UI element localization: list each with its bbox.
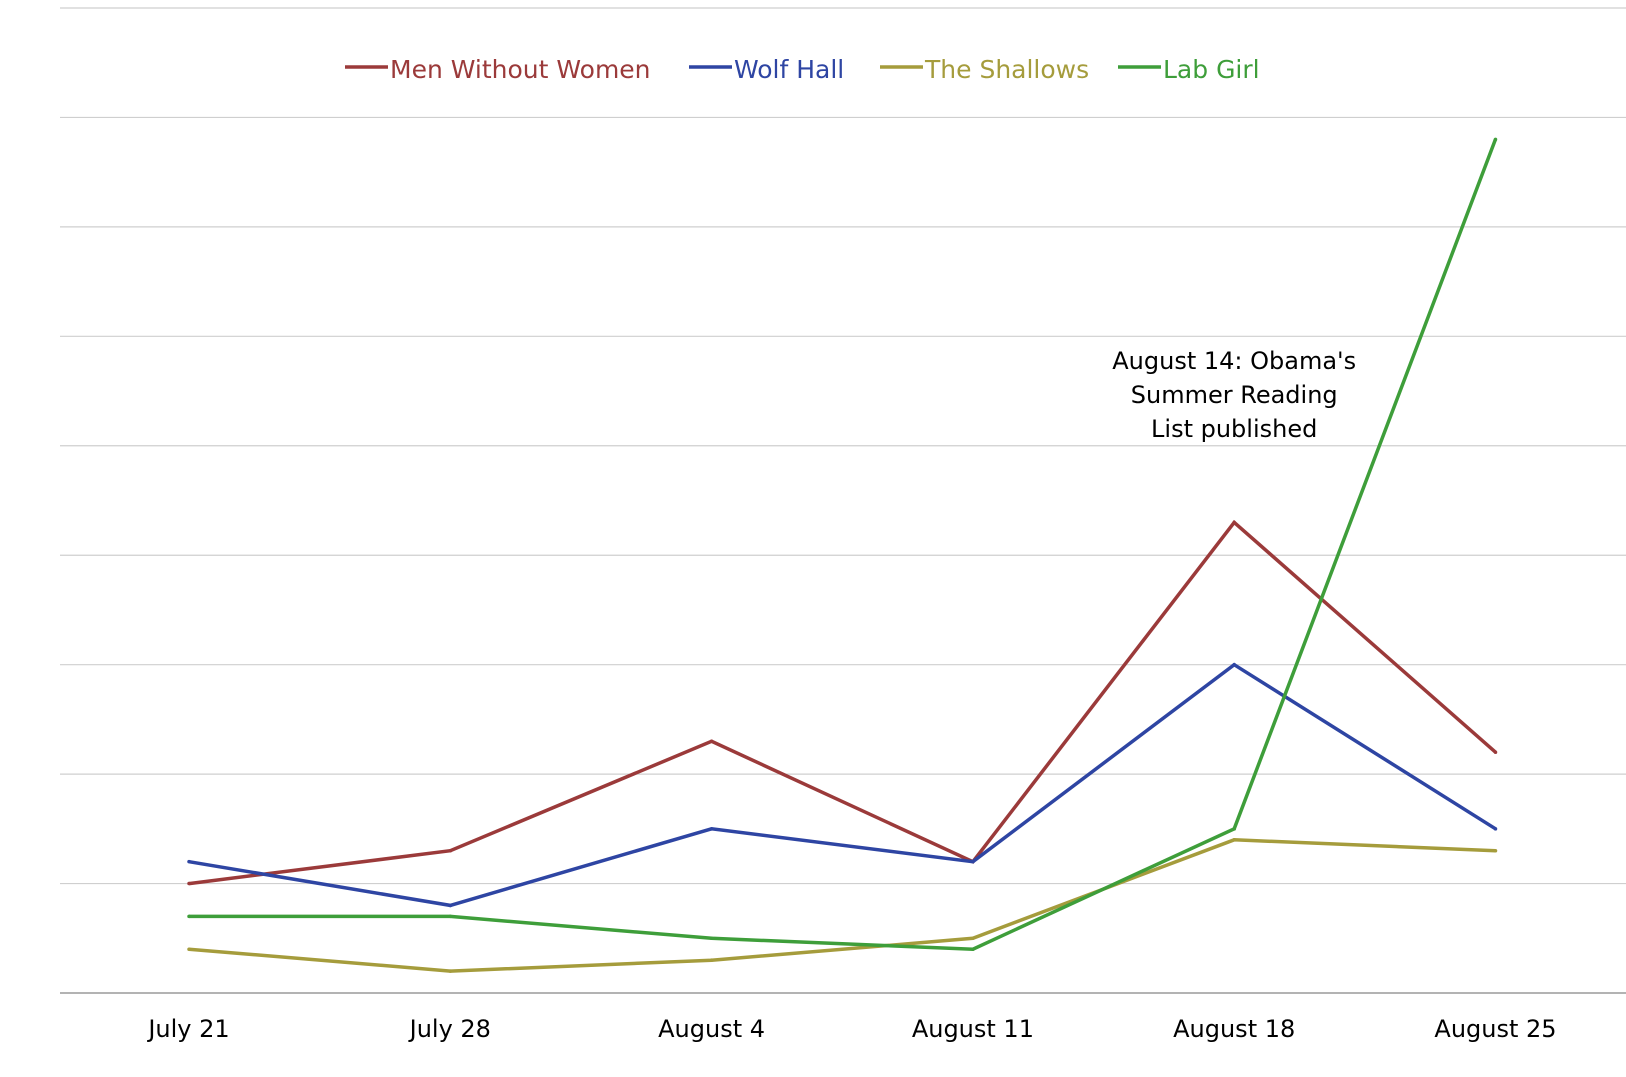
x-tick-label: July 21 — [146, 1015, 229, 1043]
x-tick-label: August 18 — [1173, 1015, 1295, 1043]
data-point — [187, 881, 191, 886]
x-tick-label: July 28 — [408, 1015, 491, 1043]
data-point — [1493, 848, 1498, 853]
data-point — [187, 947, 191, 951]
data-point — [1493, 137, 1498, 142]
legend-label: Men Without Women — [390, 55, 651, 84]
legend-label: The Shallows — [924, 55, 1089, 84]
x-tick-label: August 11 — [912, 1015, 1034, 1043]
data-point — [971, 947, 975, 951]
data-point — [709, 739, 714, 744]
data-point — [448, 969, 453, 973]
legend-label: Lab Girl — [1163, 55, 1260, 84]
x-tick-label: August 25 — [1434, 1015, 1556, 1043]
series-line-the-shallows — [188, 838, 1496, 973]
data-point — [1232, 662, 1236, 667]
data-point — [448, 914, 453, 919]
data-point — [448, 848, 453, 853]
annotation-text: Summer Reading — [1131, 381, 1338, 409]
annotation-text: August 14: Obama's — [1112, 347, 1356, 375]
data-point — [448, 903, 453, 908]
legend: Men Without Women Wolf Hall The Shallows La… — [345, 55, 1260, 84]
data-point — [1493, 827, 1498, 831]
series-lines — [187, 137, 1498, 973]
legend-label: Wolf Hall — [734, 55, 844, 84]
data-point — [1232, 520, 1236, 525]
data-point — [971, 859, 975, 864]
data-point — [709, 958, 714, 962]
annotations: August 14: Obama's Summer Reading List pub… — [1112, 347, 1356, 443]
series-line-men-without-women — [188, 519, 1497, 886]
series-line-wolf-hall — [188, 662, 1497, 908]
data-point — [187, 859, 191, 864]
x-axis-tick-labels: July 21 July 28 August 4 August 11 August 18… — [146, 1015, 1556, 1043]
data-point — [187, 914, 191, 919]
data-point — [1493, 750, 1498, 754]
data-point — [709, 936, 714, 941]
annotation-text: List published — [1151, 415, 1317, 443]
data-point — [971, 936, 975, 941]
data-point — [1232, 838, 1236, 842]
x-tick-label: August 4 — [658, 1015, 765, 1043]
series-line-lab-girl — [189, 138, 1498, 951]
data-point — [709, 827, 714, 831]
data-point — [1232, 827, 1236, 831]
